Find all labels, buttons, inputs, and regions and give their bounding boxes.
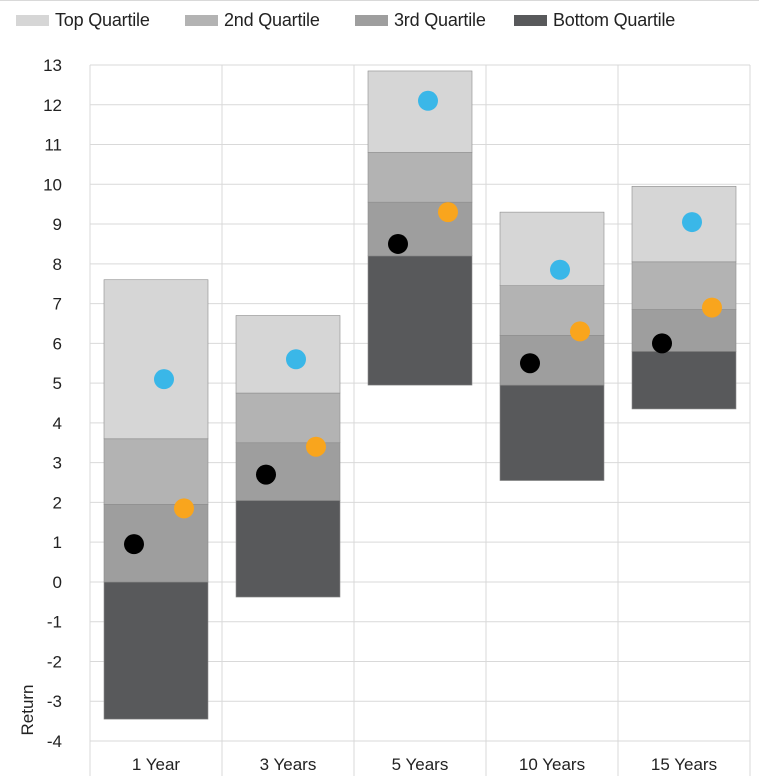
bar-bottom-quartile (103, 581, 209, 720)
y-tick-label: 4 (53, 414, 62, 433)
y-tick-label: 3 (53, 454, 62, 473)
y-tick-label: 1 (53, 533, 62, 552)
y-tick-label: -2 (47, 652, 62, 671)
legend-swatch-3rd-quartile (355, 15, 388, 26)
marker-point (154, 369, 174, 390)
marker-point (388, 233, 408, 254)
marker-point (570, 321, 590, 342)
bar-bottom-quartile (631, 351, 737, 410)
bar-2nd-quartile (103, 438, 209, 505)
y-tick-label: 13 (43, 56, 62, 75)
y-tick-label: 8 (53, 255, 62, 274)
legend-label-3rd-quartile: 3rd Quartile (394, 10, 486, 30)
x-tick-label: 3 Years (260, 755, 317, 774)
marker-point (286, 349, 306, 370)
y-tick-label: 2 (53, 493, 62, 512)
y-tick-label: 6 (53, 334, 62, 353)
y-tick-label: -3 (47, 692, 62, 711)
y-tick-label: -1 (47, 613, 62, 632)
y-tick-label: 10 (43, 175, 62, 194)
y-axis-label: Return (18, 684, 37, 735)
y-tick-label: 12 (43, 96, 62, 115)
legend-swatch-bottom-quartile (514, 15, 547, 26)
legend: Top Quartile 2nd Quartile 3rd Quartile B… (0, 0, 759, 40)
marker-point (550, 259, 570, 280)
legend-swatch-2nd-quartile (185, 15, 218, 26)
x-tick-label: 1 Year (132, 755, 181, 774)
legend-swatch-top-quartile (16, 15, 49, 26)
bar-3rd-quartile (103, 504, 209, 583)
marker-point (418, 90, 438, 111)
y-tick-label: 9 (53, 215, 62, 234)
legend-item-bottom-quartile: Bottom Quartile (514, 10, 675, 31)
marker-point (682, 212, 702, 233)
bar-bottom-quartile (499, 384, 605, 481)
legend-item-3rd-quartile: 3rd Quartile (355, 10, 486, 31)
bar-top-quartile (367, 70, 473, 153)
legend-item-2nd-quartile: 2nd Quartile (185, 10, 320, 31)
bar-3rd-quartile (499, 335, 605, 386)
bar-bottom-quartile (235, 500, 341, 598)
x-tick-label: 5 Years (392, 755, 449, 774)
x-tick-label: 15 Years (651, 755, 717, 774)
bar-bottom-quartile (367, 255, 473, 386)
marker-point (438, 202, 458, 223)
bar-2nd-quartile (367, 152, 473, 203)
marker-point (520, 353, 540, 374)
marker-point (174, 498, 194, 519)
legend-item-top-quartile: Top Quartile (16, 10, 150, 31)
marker-point (702, 297, 722, 318)
bar-3rd-quartile (631, 309, 737, 352)
bar-2nd-quartile (235, 392, 341, 444)
y-tick-label: -4 (47, 732, 62, 751)
y-tick-label: 7 (53, 295, 62, 314)
marker-point (256, 464, 276, 485)
bar-top-quartile (103, 279, 209, 440)
marker-point (124, 534, 144, 555)
marker-point (306, 436, 326, 457)
y-tick-label: 5 (53, 374, 62, 393)
marker-point (652, 333, 672, 354)
legend-label-top-quartile: Top Quartile (55, 10, 150, 30)
y-tick-label: 11 (44, 136, 62, 155)
legend-label-bottom-quartile: Bottom Quartile (553, 10, 676, 30)
legend-label-2nd-quartile: 2nd Quartile (224, 10, 320, 30)
y-tick-label: 0 (53, 573, 62, 592)
x-tick-label: 10 Years (519, 755, 585, 774)
